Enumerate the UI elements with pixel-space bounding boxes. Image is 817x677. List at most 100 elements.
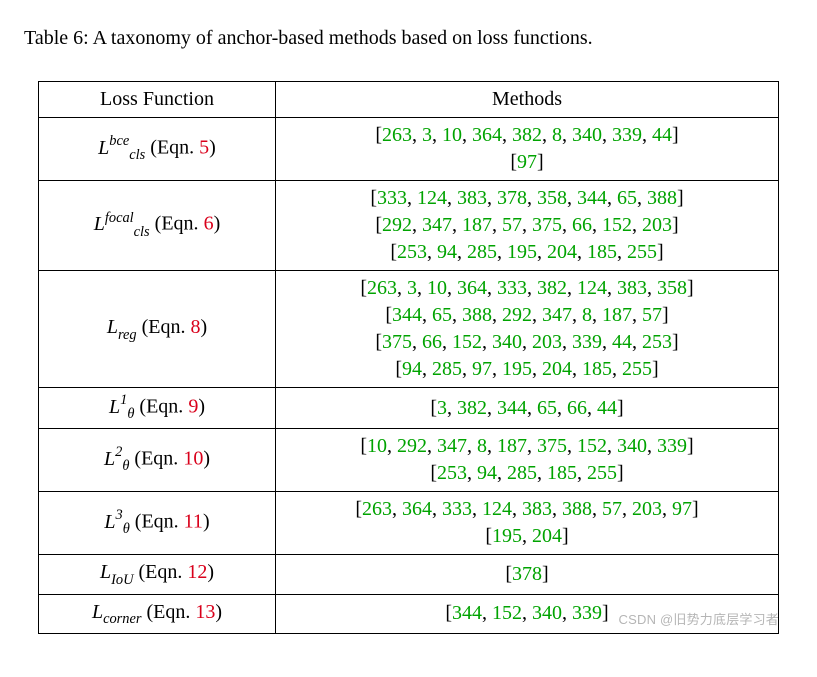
citation-link[interactable]: 339 xyxy=(572,331,602,353)
citation-link[interactable]: 375 xyxy=(382,331,412,353)
citation-link[interactable]: 97 xyxy=(517,151,537,173)
citation-link[interactable]: 97 xyxy=(472,358,492,380)
citation-link[interactable]: 388 xyxy=(462,304,492,326)
citation-link[interactable]: 94 xyxy=(402,358,422,380)
citation-link[interactable]: 347 xyxy=(542,304,572,326)
citation-link[interactable]: 263 xyxy=(382,124,412,146)
citation-link[interactable]: 347 xyxy=(437,435,467,457)
citation-link[interactable]: 263 xyxy=(362,498,392,520)
citation-link[interactable]: 65 xyxy=(432,304,452,326)
citation-link[interactable]: 292 xyxy=(502,304,532,326)
citation-link[interactable]: 347 xyxy=(422,214,452,236)
eqn-number-link[interactable]: 10 xyxy=(183,448,203,470)
citation-link[interactable]: 3 xyxy=(422,124,432,146)
citation-link[interactable]: 8 xyxy=(582,304,592,326)
citation-link[interactable]: 292 xyxy=(397,435,427,457)
citation-link[interactable]: 292 xyxy=(382,214,412,236)
citation-link[interactable]: 375 xyxy=(537,435,567,457)
citation-link[interactable]: 204 xyxy=(547,241,577,263)
citation-link[interactable]: 195 xyxy=(502,358,532,380)
citation-link[interactable]: 378 xyxy=(512,563,542,585)
citation-link[interactable]: 358 xyxy=(537,187,567,209)
citation-link[interactable]: 94 xyxy=(477,462,497,484)
citation-link[interactable]: 152 xyxy=(492,602,522,624)
citation-link[interactable]: 57 xyxy=(642,304,662,326)
eqn-number-link[interactable]: 9 xyxy=(188,396,198,418)
citation-link[interactable]: 340 xyxy=(572,124,602,146)
citation-link[interactable]: 382 xyxy=(537,277,567,299)
citation-link[interactable]: 339 xyxy=(657,435,687,457)
citation-link[interactable]: 203 xyxy=(532,331,562,353)
citation-link[interactable]: 204 xyxy=(532,525,562,547)
citation-link[interactable]: 44 xyxy=(612,331,632,353)
citation-link[interactable]: 344 xyxy=(497,397,527,419)
citation-link[interactable]: 344 xyxy=(392,304,422,326)
citation-link[interactable]: 152 xyxy=(452,331,482,353)
citation-link[interactable]: 339 xyxy=(612,124,642,146)
citation-link[interactable]: 388 xyxy=(647,187,677,209)
citation-link[interactable]: 203 xyxy=(642,214,672,236)
citation-link[interactable]: 10 xyxy=(442,124,462,146)
citation-link[interactable]: 44 xyxy=(652,124,672,146)
citation-link[interactable]: 383 xyxy=(457,187,487,209)
citation-link[interactable]: 187 xyxy=(497,435,527,457)
citation-link[interactable]: 57 xyxy=(602,498,622,520)
citation-link[interactable]: 185 xyxy=(547,462,577,484)
citation-link[interactable]: 382 xyxy=(512,124,542,146)
citation-link[interactable]: 65 xyxy=(617,187,637,209)
citation-link[interactable]: 187 xyxy=(602,304,632,326)
citation-link[interactable]: 255 xyxy=(622,358,652,380)
eqn-number-link[interactable]: 11 xyxy=(184,511,203,533)
citation-link[interactable]: 65 xyxy=(537,397,557,419)
citation-link[interactable]: 253 xyxy=(642,331,672,353)
eqn-number-link[interactable]: 6 xyxy=(204,213,214,235)
citation-link[interactable]: 333 xyxy=(442,498,472,520)
citation-link[interactable]: 195 xyxy=(492,525,522,547)
citation-link[interactable]: 8 xyxy=(552,124,562,146)
citation-link[interactable]: 378 xyxy=(497,187,527,209)
citation-link[interactable]: 124 xyxy=(482,498,512,520)
citation-link[interactable]: 204 xyxy=(542,358,572,380)
citation-link[interactable]: 364 xyxy=(402,498,432,520)
citation-link[interactable]: 253 xyxy=(437,462,467,484)
citation-link[interactable]: 253 xyxy=(397,241,427,263)
citation-link[interactable]: 333 xyxy=(377,187,407,209)
citation-link[interactable]: 339 xyxy=(572,602,602,624)
citation-link[interactable]: 66 xyxy=(572,214,592,236)
citation-link[interactable]: 340 xyxy=(617,435,647,457)
citation-link[interactable]: 44 xyxy=(597,397,617,419)
citation-link[interactable]: 124 xyxy=(417,187,447,209)
citation-link[interactable]: 185 xyxy=(587,241,617,263)
citation-link[interactable]: 57 xyxy=(502,214,522,236)
citation-link[interactable]: 66 xyxy=(422,331,442,353)
citation-link[interactable]: 10 xyxy=(427,277,447,299)
citation-link[interactable]: 3 xyxy=(437,397,447,419)
citation-link[interactable]: 375 xyxy=(532,214,562,236)
citation-link[interactable]: 124 xyxy=(577,277,607,299)
citation-link[interactable]: 94 xyxy=(437,241,457,263)
citation-link[interactable]: 263 xyxy=(367,277,397,299)
citation-link[interactable]: 333 xyxy=(497,277,527,299)
eqn-number-link[interactable]: 5 xyxy=(199,137,209,159)
citation-link[interactable]: 187 xyxy=(462,214,492,236)
citation-link[interactable]: 195 xyxy=(507,241,537,263)
citation-link[interactable]: 382 xyxy=(457,397,487,419)
citation-link[interactable]: 8 xyxy=(477,435,487,457)
citation-link[interactable]: 185 xyxy=(582,358,612,380)
citation-link[interactable]: 285 xyxy=(507,462,537,484)
citation-link[interactable]: 340 xyxy=(492,331,522,353)
citation-link[interactable]: 10 xyxy=(367,435,387,457)
citation-link[interactable]: 66 xyxy=(567,397,587,419)
citation-link[interactable]: 344 xyxy=(577,187,607,209)
citation-link[interactable]: 364 xyxy=(472,124,502,146)
citation-link[interactable]: 383 xyxy=(522,498,552,520)
citation-link[interactable]: 285 xyxy=(467,241,497,263)
citation-link[interactable]: 97 xyxy=(672,498,692,520)
citation-link[interactable]: 340 xyxy=(532,602,562,624)
citation-link[interactable]: 255 xyxy=(587,462,617,484)
citation-link[interactable]: 255 xyxy=(627,241,657,263)
eqn-number-link[interactable]: 12 xyxy=(187,561,207,583)
eqn-number-link[interactable]: 8 xyxy=(191,316,201,338)
citation-link[interactable]: 152 xyxy=(577,435,607,457)
citation-link[interactable]: 344 xyxy=(452,602,482,624)
